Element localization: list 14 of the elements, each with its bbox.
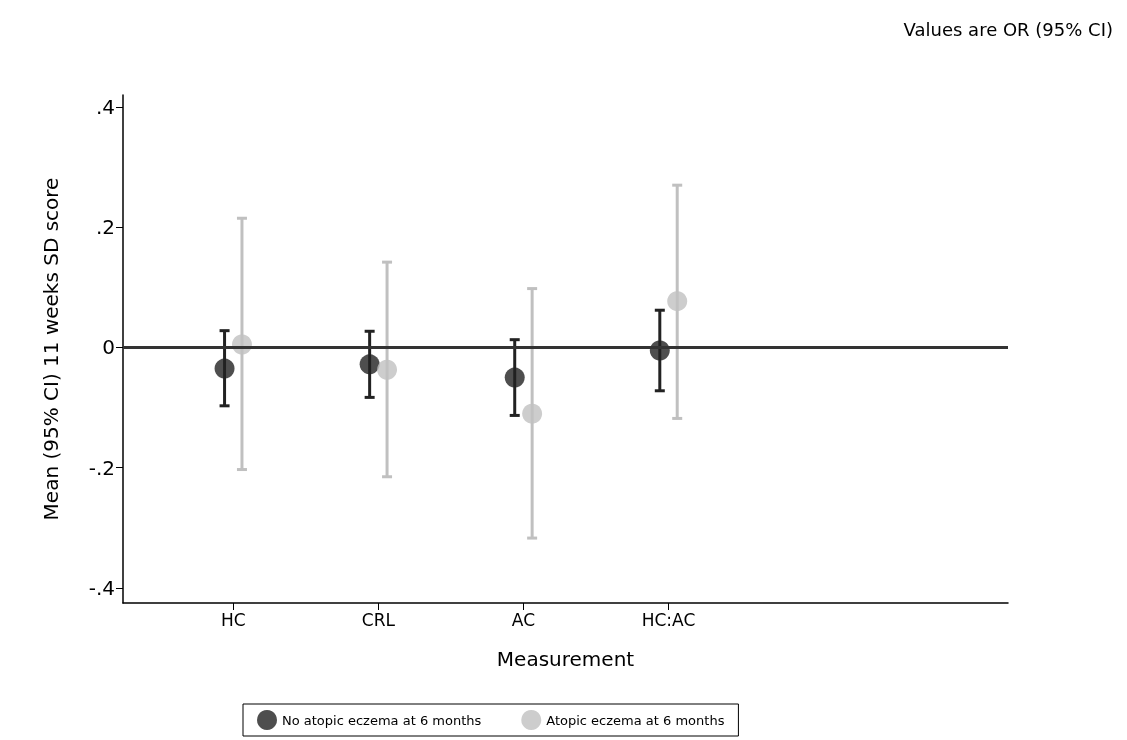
y-tick-label: -.2 xyxy=(88,455,115,480)
y-tick-label: -.4 xyxy=(88,575,115,600)
legend-label: No atopic eczema at 6 months xyxy=(282,712,482,728)
x-tick-label: AC xyxy=(511,609,536,630)
y-axis-title: Mean (95% CI) 11 weeks SD score xyxy=(39,177,63,521)
text: Values are OR (95% CI) xyxy=(903,18,1114,40)
x-axis-title: Measurement xyxy=(496,647,635,671)
x-tick-label: HC:AC xyxy=(641,609,696,630)
legend-label: Atopic eczema at 6 months xyxy=(546,712,725,728)
y-tick-label: 0 xyxy=(102,335,115,360)
y-tick-label: .2 xyxy=(95,215,115,240)
x-tick-label: CRL xyxy=(361,609,396,630)
y-tick-label: .4 xyxy=(95,95,115,120)
x-tick-label: HC xyxy=(220,609,246,630)
